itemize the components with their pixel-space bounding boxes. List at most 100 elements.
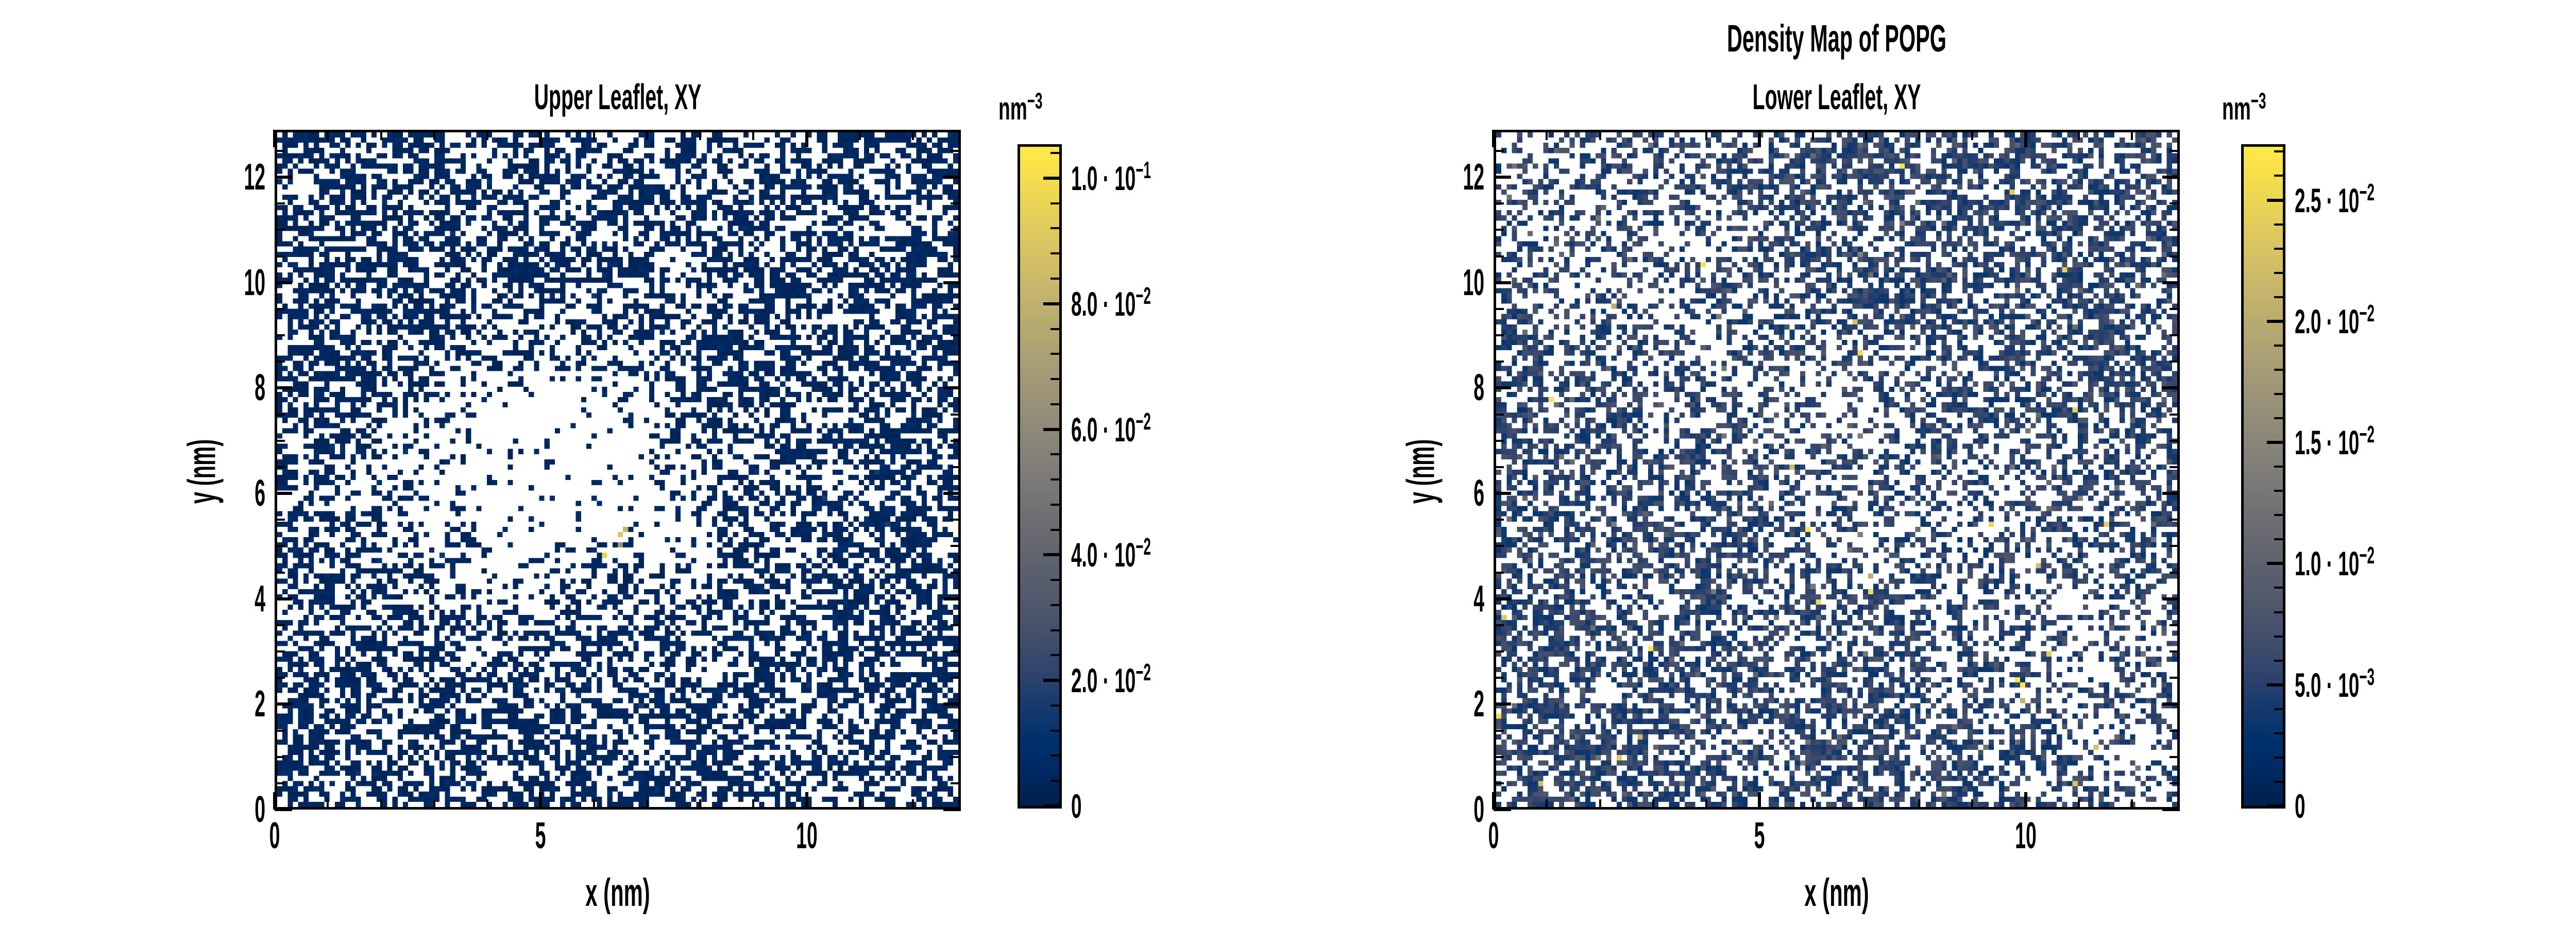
xtick-minor-top-lower-leaflet-11 [2077,130,2080,140]
xtick-minor-lower-leaflet-3 [1652,799,1654,810]
colorbar-tick-minor-lower-leaflet [2274,393,2285,395]
ytick-minor-upper-leaflet [275,439,285,442]
xtick-minor-top-upper-leaflet-8 [699,130,702,140]
colorbar-tick-minor-upper-leaflet [1050,528,1062,531]
colorbar-tick-minor-lower-leaflet [2274,417,2285,420]
colorbar-tick-label-lower-leaflet-5: 2.5 · 10−2 [2295,178,2375,219]
ytick-label-upper-leaflet-3: 6 [255,473,265,514]
figure-global-title: Density Map of POPG [1727,17,1946,60]
colorbar-tick-minor-upper-leaflet [1050,353,1062,355]
ytick-label-upper-leaflet-5: 10 [244,262,265,303]
xtick-minor-top-upper-leaflet-1 [327,130,329,140]
ytick-minor-right-lower-leaflet [2170,545,2180,547]
ytick-minor-right-upper-leaflet [951,255,961,258]
colorbar-tick-minor-lower-leaflet [2274,780,2285,783]
ytick-minor-right-lower-leaflet [2170,756,2180,758]
ytick-minor-lower-leaflet [1494,624,1504,626]
ytick-minor-lower-leaflet [1494,439,1504,442]
colorbar-tick-minor-lower-leaflet [2274,223,2285,226]
ytick-minor-right-lower-leaflet [2170,255,2180,258]
ytick-major-lower-leaflet-3 [1494,492,1511,495]
colorbar-tick-minor-lower-leaflet [2274,635,2285,638]
ytick-label-lower-leaflet-6: 12 [1463,157,1484,198]
ytick-right-upper-leaflet-5 [943,281,961,284]
colorbar-tick-minor-lower-leaflet [2274,247,2285,250]
colorbar-tick-minor-upper-leaflet [1050,604,1062,606]
ytick-minor-right-lower-leaflet [2170,466,2180,468]
ytick-minor-upper-leaflet [275,545,285,547]
colorbar-tick-major-upper-leaflet-2 [1043,553,1062,557]
colorbar-tick-major-lower-leaflet-5 [2267,198,2285,202]
ytick-minor-right-lower-leaflet [2170,334,2180,337]
ytick-minor-upper-leaflet [275,729,285,732]
xtick-label-lower-leaflet-1: 5 [1754,815,1765,856]
ytick-minor-right-lower-leaflet [2170,624,2180,626]
ytick-minor-right-lower-leaflet [2170,677,2180,679]
ytick-minor-lower-leaflet [1494,149,1504,152]
ytick-right-upper-leaflet-6 [943,176,961,179]
ytick-minor-upper-leaflet [275,307,285,310]
ytick-major-upper-leaflet-0 [275,808,292,811]
colorbar-tick-minor-lower-leaflet [2274,175,2285,177]
ytick-minor-upper-leaflet [275,519,285,521]
ytick-minor-upper-leaflet [275,571,285,574]
ytick-minor-lower-leaflet [1494,229,1504,231]
colorbar-exponent-lower-leaflet-5: −2 [2359,178,2375,205]
ytick-minor-right-upper-leaflet [951,571,961,574]
colorbar-tick-label-upper-leaflet-1: 2.0 · 10−2 [1071,659,1151,700]
colorbar-lower-leaflet[interactable] [2241,144,2285,809]
xtick-minor-top-lower-leaflet-7 [1865,130,1867,140]
ytick-minor-right-lower-leaflet [2170,413,2180,416]
ytick-minor-upper-leaflet [275,255,285,258]
xtick-minor-top-lower-leaflet-6 [1811,130,1814,140]
xtick-label-upper-leaflet-0: 0 [269,815,280,856]
colorbar-tick-minor-lower-leaflet [2274,611,2285,613]
xtick-label-upper-leaflet-1: 5 [535,815,546,856]
ytick-minor-right-upper-leaflet [951,149,961,152]
ytick-minor-right-lower-leaflet [2170,202,2180,205]
colorbar-tick-minor-upper-leaflet [1050,704,1062,707]
ytick-minor-upper-leaflet [275,229,285,231]
xtick-label-lower-leaflet-2: 10 [2014,815,2037,856]
xtick-minor-upper-leaflet-9 [752,799,755,810]
ytick-minor-right-lower-leaflet [2170,307,2180,310]
colorbar-tick-major-lower-leaflet-3 [2267,441,2285,444]
xtick-minor-upper-leaflet-2 [380,799,382,810]
colorbar-exponent-lower-leaflet-3: −2 [2359,421,2375,448]
colorbar-tick-label-upper-leaflet-5: 1.0 · 10−1 [1071,156,1151,197]
ytick-minor-right-lower-leaflet [2170,439,2180,442]
xtick-minor-lower-leaflet-6 [1811,799,1814,810]
xtick-minor-top-lower-leaflet-3 [1652,130,1654,140]
colorbar-tick-minor-lower-leaflet [2274,368,2285,371]
colorbar-tick-minor-upper-leaflet [1050,328,1062,330]
xtick-major-upper-leaflet-1 [539,792,543,810]
ytick-minor-right-upper-leaflet [951,545,961,547]
ytick-minor-upper-leaflet [275,149,285,152]
ytick-minor-upper-leaflet [275,650,285,653]
plot-area-lower-leaflet[interactable] [1494,130,2180,810]
xtick-minor-upper-leaflet-8 [699,799,702,810]
xtick-minor-top-upper-leaflet-11 [858,130,861,140]
colorbar-upper-leaflet[interactable] [1018,144,1062,809]
plot-area-upper-leaflet[interactable] [275,130,961,810]
xtick-minor-top-lower-leaflet-1 [1546,130,1548,140]
ytick-minor-lower-leaflet [1494,519,1504,521]
ytick-right-upper-leaflet-3 [943,492,961,495]
xtick-minor-upper-leaflet-11 [858,799,861,810]
xtick-minor-upper-leaflet-7 [646,799,648,810]
ytick-label-lower-leaflet-2: 4 [1473,578,1484,620]
xtick-minor-top-lower-leaflet-8 [1918,130,1921,140]
colorbar-tick-label-lower-leaflet-2: 1.0 · 10−2 [2295,542,2375,583]
ytick-minor-right-upper-leaflet [951,413,961,416]
ytick-minor-right-lower-leaflet [2170,729,2180,732]
colorbar-tick-minor-lower-leaflet [2274,150,2285,153]
colorbar-tick-minor-lower-leaflet [2274,466,2285,468]
ytick-minor-right-upper-leaflet [951,650,961,653]
ytick-minor-lower-leaflet [1494,202,1504,205]
colorbar-exponent-upper-leaflet-3: −2 [1136,407,1151,435]
ytick-major-lower-leaflet-0 [1494,808,1511,811]
colorbar-tick-major-lower-leaflet-2 [2267,562,2285,565]
colorbar-tick-label-upper-leaflet-3: 6.0 · 10−2 [1071,407,1151,449]
panel-title-lower-leaflet: Lower Leaflet, XY [1752,77,1921,117]
